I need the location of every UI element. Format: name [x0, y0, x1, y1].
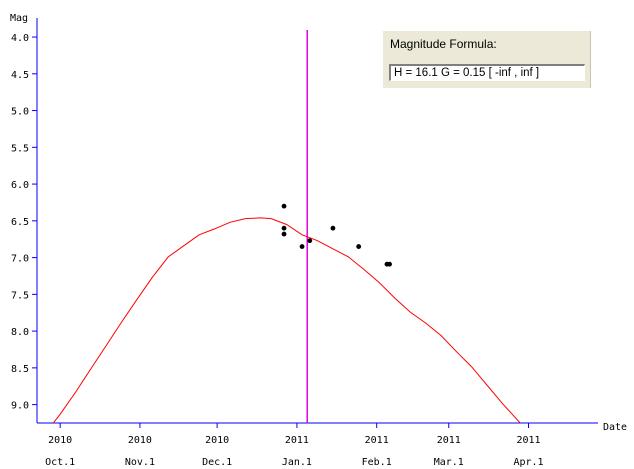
x-tick-month-3: Jan.1: [282, 457, 312, 468]
x-tick-month-2: Dec.1: [202, 457, 232, 468]
observation-point-2: [281, 231, 287, 237]
y-axis-title: Mag: [10, 13, 28, 24]
observation-point-8: [387, 261, 392, 267]
observation-point-3: [299, 244, 305, 249]
labels-layer: Mag Date 4.0 4.5 5.0 5.5 6.0 6.5 7.0 7.5 8.0 8.5 9.0…: [10, 13, 627, 468]
x-tick-year-1: 2010: [128, 435, 152, 446]
y-tick-label-8: 8.0: [11, 327, 29, 338]
y-tick-label-4: 6.0: [11, 180, 29, 191]
x-tick-year-5: 2011: [437, 435, 461, 446]
y-tick-label-6: 7.0: [11, 254, 29, 265]
observation-point-6: [356, 244, 362, 249]
points-layer: [281, 203, 392, 267]
x-tick-month-0: Oct.1: [45, 457, 75, 468]
y-tick-label-7: 7.5: [11, 290, 29, 301]
x-tick-year-0: 2010: [48, 435, 72, 446]
x-tick-year-6: 2011: [516, 435, 540, 446]
x-tick-month-1: Nov.1: [125, 457, 155, 468]
y-tick-label-0: 4.0: [11, 33, 29, 44]
observation-point-0: [281, 203, 287, 209]
y-tick-label-10: 9.0: [11, 401, 29, 412]
magnitude-formula-field[interactable]: H = 16.1 G = 0.15 [ -inf , inf ]: [389, 64, 585, 81]
y-tick-label-9: 8.5: [11, 364, 29, 375]
x-tick-month-6: Apr.1: [513, 457, 543, 468]
observation-point-1: [281, 225, 287, 231]
x-axis-title: Date: [603, 422, 627, 433]
observation-point-5: [330, 225, 336, 231]
y-tick-label-1: 4.5: [11, 70, 29, 81]
magnitude-formula-panel: Magnitude Formula: H = 16.1 G = 0.15 [ -…: [383, 31, 591, 88]
axes: [32, 18, 598, 428]
x-tick-year-3: 2011: [285, 435, 309, 446]
observation-point-4: [307, 238, 313, 244]
x-tick-year-2: 2010: [205, 435, 229, 446]
x-tick-month-4: Feb.1: [362, 457, 392, 468]
magnitude-formula-title: Magnitude Formula:: [390, 37, 497, 51]
x-tick-year-4: 2011: [365, 435, 389, 446]
y-tick-label-2: 5.0: [11, 107, 29, 118]
curve-layer: [52, 217, 522, 423]
y-tick-label-3: 5.5: [11, 143, 29, 154]
x-tick-month-5: Mar.1: [434, 457, 464, 468]
y-tick-label-5: 6.5: [11, 217, 29, 228]
magnitude-curve: [52, 217, 522, 423]
